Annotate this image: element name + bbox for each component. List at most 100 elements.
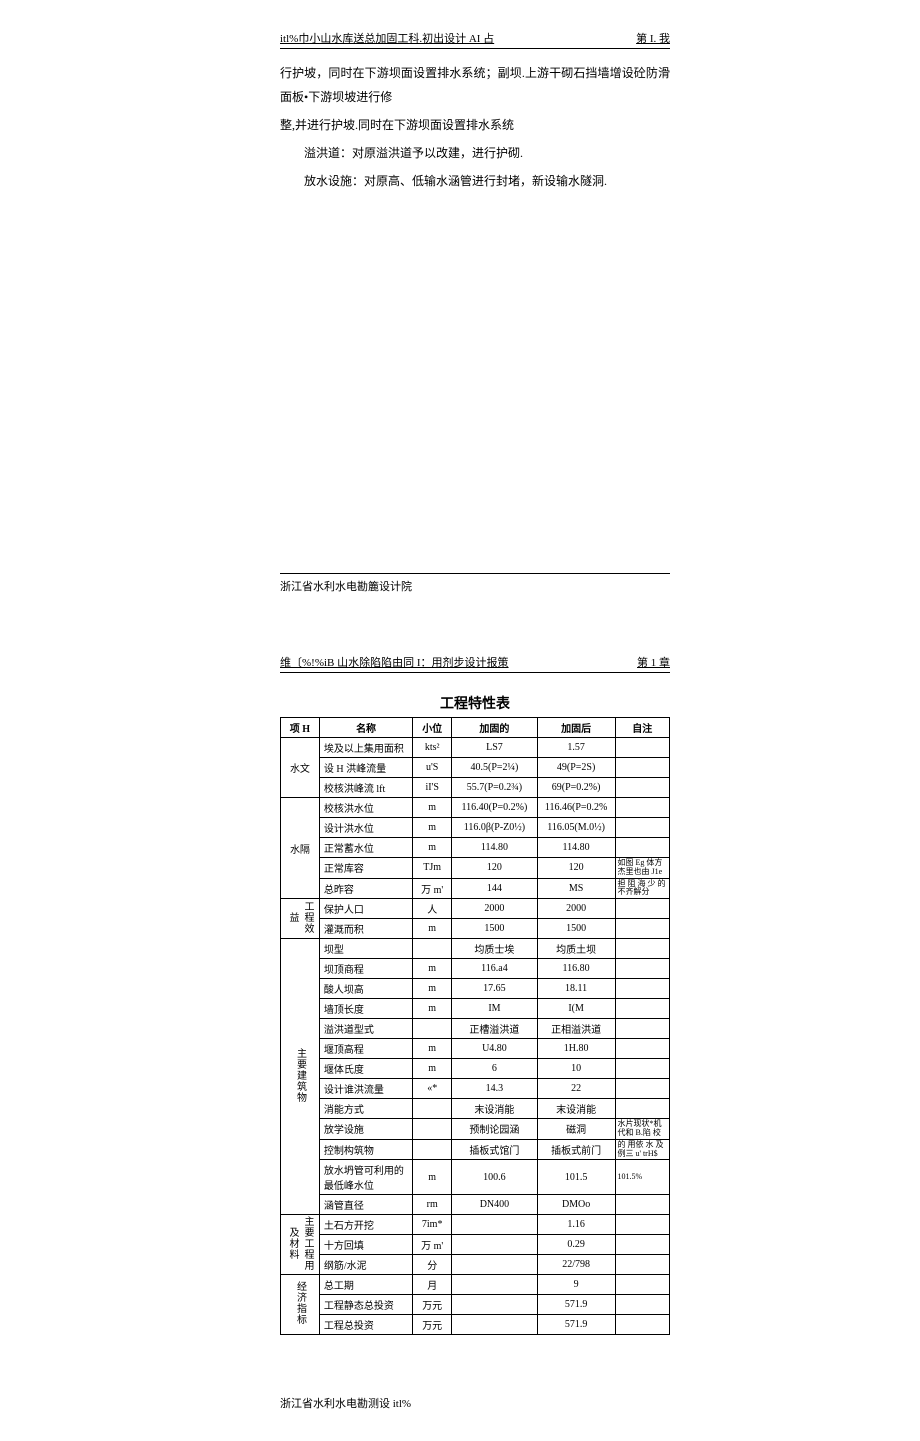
table-row: 纲筋/水泥分 22/798 xyxy=(281,1255,670,1275)
note-cell xyxy=(615,778,669,798)
name-cell: 墙顶长度 xyxy=(319,999,412,1019)
before-cell: 预制论园涵 xyxy=(452,1119,538,1140)
note-cell xyxy=(615,1195,669,1215)
table-row: 溢洪道型式正槽溢洪道正相溢洪道 xyxy=(281,1019,670,1039)
table-row: 工程总投资万元571.9 xyxy=(281,1315,670,1335)
after-cell: 1.57 xyxy=(537,738,615,758)
name-cell: 工程总投资 xyxy=(319,1315,412,1335)
after-cell: 9 xyxy=(537,1275,615,1295)
note-cell xyxy=(615,1059,669,1079)
name-cell: 纲筋/水泥 xyxy=(319,1255,412,1275)
group-cell: 水文 xyxy=(281,738,320,798)
table-row: 总昨容万 m'144MS担 阻 海 少 的不齐解分 xyxy=(281,878,670,899)
table-row: 设 H 洪峰流量u'S40.5(P=2¼)49(P=2S) xyxy=(281,758,670,778)
unit-cell xyxy=(413,1019,452,1039)
note-cell xyxy=(615,758,669,778)
table-row: 放水坍管可利用的最低峰水位m100.6101.5101.5% xyxy=(281,1160,670,1195)
table-row: 十方回填万 m'0.29 xyxy=(281,1235,670,1255)
after-cell: 18.11 xyxy=(537,979,615,999)
before-cell: 1500 xyxy=(452,919,538,939)
before-cell: 末设消能 xyxy=(452,1099,538,1119)
after-cell: 10 xyxy=(537,1059,615,1079)
after-cell: 22/798 xyxy=(537,1255,615,1275)
table-row: 涵管直径rmDN400DMOo xyxy=(281,1195,670,1215)
unit-cell xyxy=(413,939,452,959)
note-cell xyxy=(615,798,669,818)
unit-cell: «* xyxy=(413,1079,452,1099)
note-cell xyxy=(615,1019,669,1039)
th-2: 小位 xyxy=(413,718,452,738)
page-2: 维〔%!%iB 山水除陷陷由同 I：用剂步设计报策 第 1 章 工程特性表 项 … xyxy=(0,654,920,1335)
para-1: 行护坡，同时在下游坝面设置排水系统；副坝.上游干砌石挡墙增设砼防滑面板•下游坝坡… xyxy=(280,61,670,109)
after-cell: 49(P=2S) xyxy=(537,758,615,778)
after-cell: DMOo xyxy=(537,1195,615,1215)
group-cell: 工程效益 xyxy=(281,899,320,939)
after-cell: 69(P=0.2%) xyxy=(537,778,615,798)
unit-cell: 7im* xyxy=(413,1215,452,1235)
table-row: 经济指标总工期月9 xyxy=(281,1275,670,1295)
after-cell: 116.46(P=0.2% xyxy=(537,798,615,818)
after-cell: 0.29 xyxy=(537,1235,615,1255)
unit-cell: rm xyxy=(413,1195,452,1215)
table-row: 消能方式末设消能末设消能 xyxy=(281,1099,670,1119)
unit-cell: TJm xyxy=(413,858,452,879)
th-4: 加固后 xyxy=(537,718,615,738)
unit-cell xyxy=(413,1099,452,1119)
before-cell: 正槽溢洪道 xyxy=(452,1019,538,1039)
table-title: 工程特性表 xyxy=(280,693,670,713)
group-cell: 主要工程用及材料 xyxy=(281,1215,320,1275)
table-row: 灌溉而积m15001500 xyxy=(281,919,670,939)
page1-header: itl%巾小山水库送总加固工科.初出设计 AI 占 第 I. 我 xyxy=(280,30,670,49)
after-cell: 均质土坝 xyxy=(537,939,615,959)
table-row: 控制构筑物插板式馆门插板式前门的 用依 水 及例三 u' trH$ xyxy=(281,1139,670,1160)
page1-footer: 浙江省水利水电勘簏设计院 xyxy=(280,578,670,594)
unit-cell: 万 m' xyxy=(413,878,452,899)
page-1: itl%巾小山水库送总加固工科.初出设计 AI 占 第 I. 我 行护坡，同时在… xyxy=(0,30,920,594)
para-2: 整,并进行护坡.同时在下游坝面设置排水系统 xyxy=(280,113,670,137)
note-cell xyxy=(615,919,669,939)
unit-cell: iI'S xyxy=(413,778,452,798)
unit-cell: u'S xyxy=(413,758,452,778)
th-3: 加固的 xyxy=(452,718,538,738)
unit-cell: m xyxy=(413,818,452,838)
after-cell: 114.80 xyxy=(537,838,615,858)
unit-cell: m xyxy=(413,1059,452,1079)
unit-cell: m xyxy=(413,919,452,939)
unit-cell xyxy=(413,1119,452,1140)
table-row: 坝顶商程m116.a4116.80 xyxy=(281,959,670,979)
name-cell: 总工期 xyxy=(319,1275,412,1295)
page2-header: 维〔%!%iB 山水除陷陷由同 I：用剂步设计报策 第 1 章 xyxy=(280,654,670,673)
para-3: 溢洪道：对原溢洪道予以改建，进行护砌. xyxy=(280,141,670,165)
unit-cell: 万元 xyxy=(413,1295,452,1315)
table-row: 工程效益保护人口人20002000 xyxy=(281,899,670,919)
name-cell: 设计谁洪流量 xyxy=(319,1079,412,1099)
table-row: 校核洪峰流 lftiI'S55.7(P=0.2¾)69(P=0.2%) xyxy=(281,778,670,798)
before-cell xyxy=(452,1295,538,1315)
after-cell: 101.5 xyxy=(537,1160,615,1195)
before-cell: 120 xyxy=(452,858,538,879)
name-cell: 灌溉而积 xyxy=(319,919,412,939)
note-cell xyxy=(615,1295,669,1315)
before-cell: 插板式馆门 xyxy=(452,1139,538,1160)
before-cell: 100.6 xyxy=(452,1160,538,1195)
unit-cell: 分 xyxy=(413,1255,452,1275)
before-cell: 144 xyxy=(452,878,538,899)
after-cell: 末设消能 xyxy=(537,1099,615,1119)
table-row: 正常蓄水位m114.80114.80 xyxy=(281,838,670,858)
table-header-row: 项 H 名称 小位 加固的 加固后 自注 xyxy=(281,718,670,738)
unit-cell: m xyxy=(413,959,452,979)
th-5: 自注 xyxy=(615,718,669,738)
before-cell: 114.80 xyxy=(452,838,538,858)
table-row: 设计洪水位m116.0β(P-Z0½)116.05(M.0½) xyxy=(281,818,670,838)
unit-cell: m xyxy=(413,798,452,818)
name-cell: 坝型 xyxy=(319,939,412,959)
name-cell: 设 H 洪峰流量 xyxy=(319,758,412,778)
after-cell: 22 xyxy=(537,1079,615,1099)
unit-cell: m xyxy=(413,1160,452,1195)
unit-cell: 人 xyxy=(413,899,452,919)
before-cell: 40.5(P=2¼) xyxy=(452,758,538,778)
name-cell: 坝顶商程 xyxy=(319,959,412,979)
table-row: 堰顶高程mU4.801H.80 xyxy=(281,1039,670,1059)
before-cell: 116.a4 xyxy=(452,959,538,979)
name-cell: 控制构筑物 xyxy=(319,1139,412,1160)
